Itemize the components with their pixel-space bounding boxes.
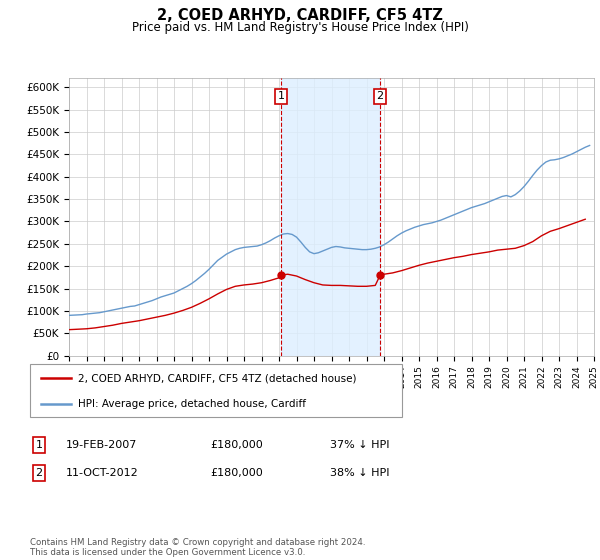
FancyBboxPatch shape (30, 364, 402, 417)
Text: 2: 2 (35, 468, 43, 478)
Text: £180,000: £180,000 (210, 440, 263, 450)
Text: 38% ↓ HPI: 38% ↓ HPI (330, 468, 389, 478)
Text: 2, COED ARHYD, CARDIFF, CF5 4TZ (detached house): 2, COED ARHYD, CARDIFF, CF5 4TZ (detache… (79, 374, 357, 384)
Text: 2: 2 (377, 91, 384, 101)
Text: 1: 1 (35, 440, 43, 450)
Bar (281, 78, 380, 356)
Text: 19-FEB-2007: 19-FEB-2007 (66, 440, 137, 450)
Text: Price paid vs. HM Land Registry's House Price Index (HPI): Price paid vs. HM Land Registry's House … (131, 21, 469, 34)
Text: 37% ↓ HPI: 37% ↓ HPI (330, 440, 389, 450)
Text: £180,000: £180,000 (210, 468, 263, 478)
Text: Contains HM Land Registry data © Crown copyright and database right 2024.
This d: Contains HM Land Registry data © Crown c… (30, 538, 365, 557)
Text: HPI: Average price, detached house, Cardiff: HPI: Average price, detached house, Card… (79, 399, 307, 409)
Text: 2, COED ARHYD, CARDIFF, CF5 4TZ: 2, COED ARHYD, CARDIFF, CF5 4TZ (157, 8, 443, 24)
Text: 1: 1 (278, 91, 284, 101)
Text: 11-OCT-2012: 11-OCT-2012 (66, 468, 139, 478)
